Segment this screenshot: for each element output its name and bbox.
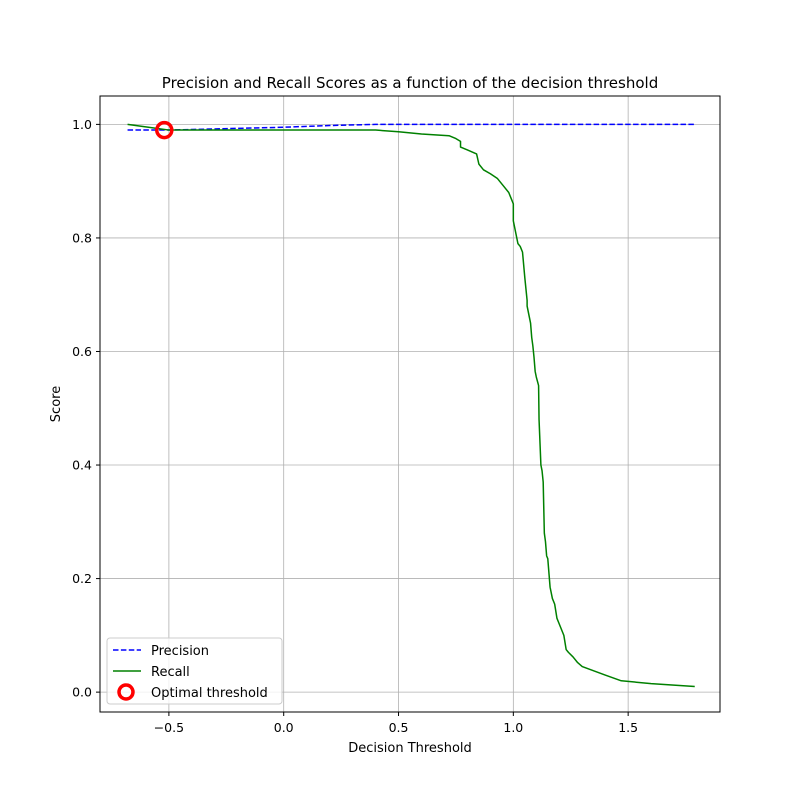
legend: Precision Recall Optimal threshold (106, 637, 283, 705)
legend-box (106, 637, 283, 705)
marker-layer (155, 120, 174, 140)
precision-line (127, 123, 695, 131)
x-tick-label: 1.5 (618, 720, 638, 735)
y-tick-label: 0.4 (72, 458, 92, 473)
y-axis-ticks: 0.0 0.2 0.4 0.6 0.8 1.0 (72, 117, 100, 700)
x-axis-label: Decision Threshold (348, 741, 472, 756)
optimal-threshold-marker (155, 120, 174, 140)
grid-lines (100, 96, 720, 712)
x-tick-label: 0.0 (274, 720, 294, 735)
chart-title: Precision and Recall Scores as a functio… (162, 74, 658, 92)
legend-optimal-threshold-label: Optimal threshold (151, 686, 268, 701)
recall-line (127, 123, 695, 688)
legend-optimal-threshold-marker (117, 683, 135, 701)
plot-frame (99, 95, 721, 713)
y-axis-label: Score (49, 386, 64, 422)
x-axis-ticks: −0.5 0.0 0.5 1.0 1.5 (154, 712, 638, 735)
y-tick-label: 1.0 (72, 117, 92, 132)
y-tick-label: 0.8 (72, 230, 92, 245)
x-tick-label: 0.5 (389, 720, 409, 735)
x-tick-label: −0.5 (154, 720, 184, 735)
y-tick-label: 0.0 (72, 685, 92, 700)
legend-precision-label: Precision (151, 644, 209, 659)
y-tick-label: 0.2 (72, 571, 92, 586)
legend-recall-label: Recall (151, 665, 190, 680)
y-tick-label: 0.6 (72, 344, 92, 359)
series-layer (127, 123, 695, 688)
x-tick-label: 1.0 (503, 720, 523, 735)
